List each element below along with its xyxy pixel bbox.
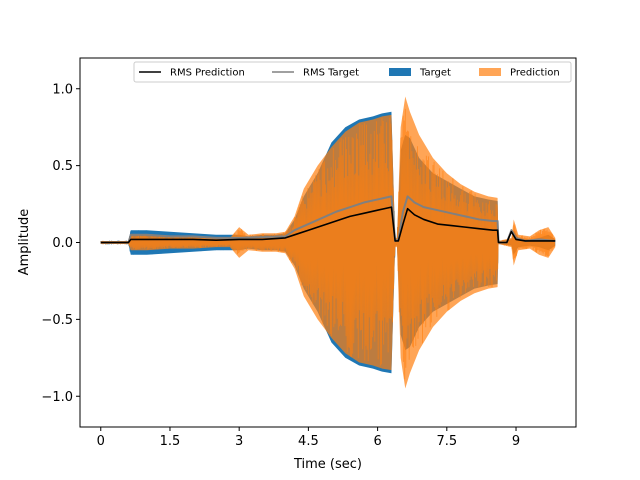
y-axis-label: Amplitude	[17, 209, 32, 276]
waveform-prediction	[100, 108, 556, 380]
legend-label: Target	[419, 68, 451, 79]
legend: RMS Prediction RMS Target Target Prediction	[133, 61, 572, 83]
x-tick-label: 9	[512, 434, 520, 449]
legend-item-prediction: Prediction	[479, 68, 560, 79]
y-tick-label: −1.0	[41, 390, 73, 405]
line-rms-prediction	[100, 206, 556, 244]
legend-item-rms-prediction: RMS Prediction	[139, 68, 245, 79]
legend-patch-swatch	[479, 68, 501, 76]
y-tick-label: 0.0	[52, 236, 73, 251]
legend-patch-swatch	[389, 68, 411, 76]
legend-label: Prediction	[510, 68, 560, 79]
x-tick-label: 4.5	[298, 434, 319, 449]
x-tick-label: 1.5	[160, 434, 181, 449]
y-tick-label: −0.5	[41, 313, 73, 328]
plot-area	[100, 96, 556, 389]
x-tick-label: 3	[235, 434, 243, 449]
x-tick-label: 0	[97, 434, 105, 449]
x-axis-label: Time (sec)	[293, 457, 362, 472]
series-prediction	[100, 96, 556, 389]
legend-frame	[133, 61, 572, 83]
legend-label: RMS Target	[303, 68, 359, 79]
x-tick-label: 7.5	[436, 434, 457, 449]
y-axis-ticks: −1.0 −0.5 0.0 0.5 1.0	[41, 82, 80, 405]
y-tick-label: 0.5	[52, 159, 73, 174]
legend-item-rms-target: RMS Target	[272, 68, 359, 79]
legend-label: RMS Prediction	[170, 68, 245, 79]
x-axis-ticks: 0 1.5 3 4.5 6 7.5 9	[97, 427, 520, 449]
y-tick-label: 1.0	[52, 82, 73, 97]
legend-item-target: Target	[389, 68, 451, 79]
x-tick-label: 6	[373, 434, 381, 449]
